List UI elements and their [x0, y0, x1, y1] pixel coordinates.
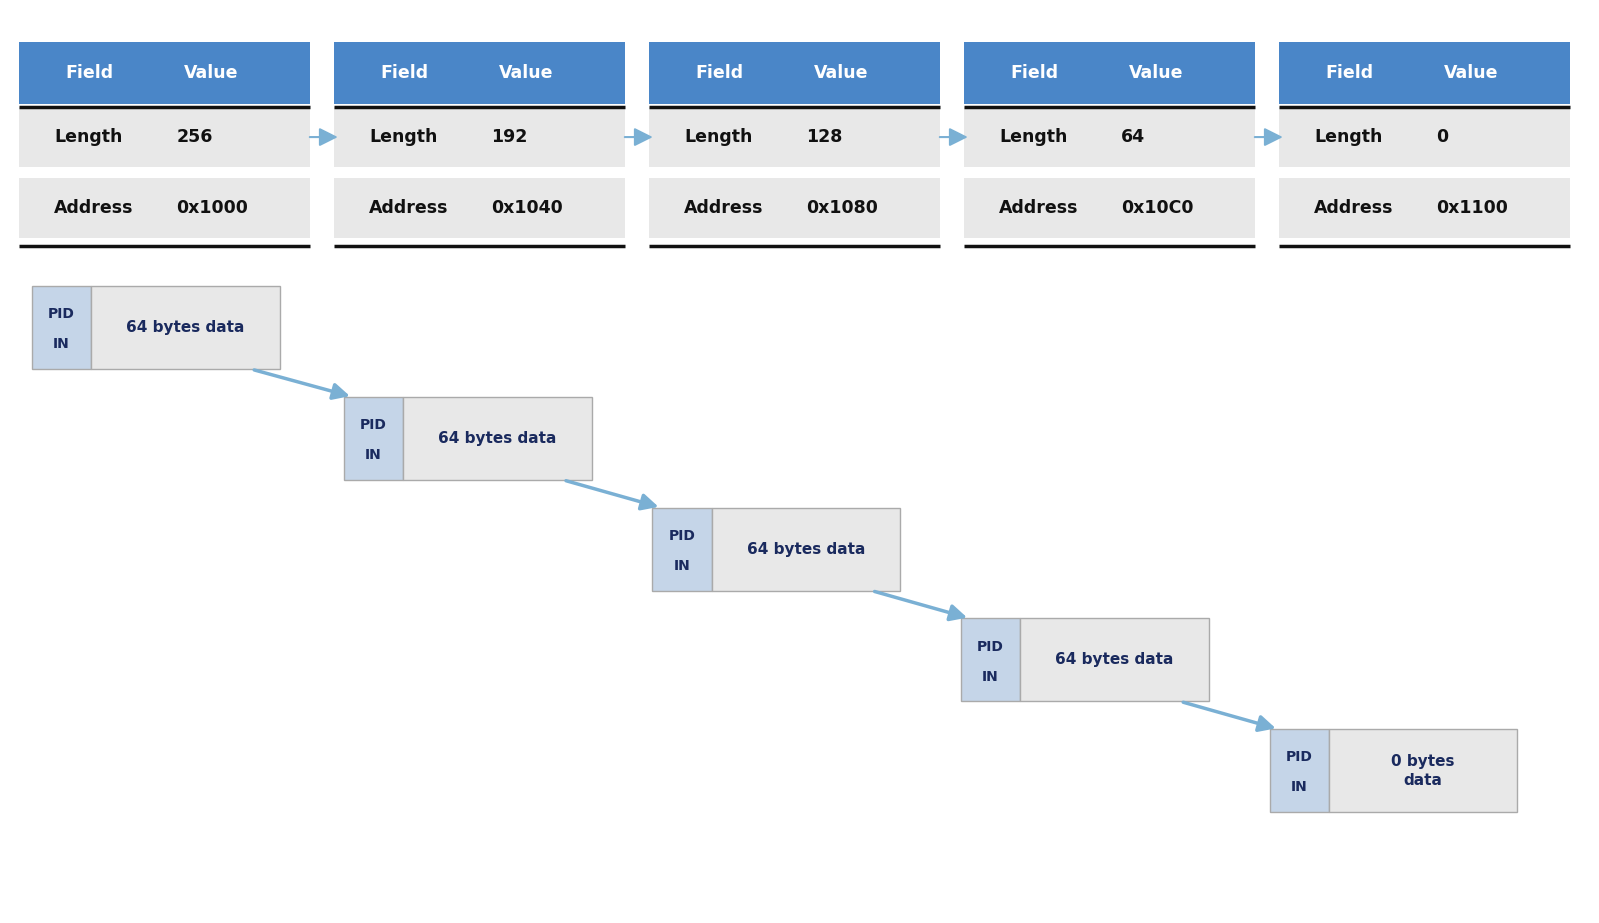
Bar [334, 107, 625, 167]
Text: PID: PID [1286, 750, 1313, 764]
Text: Field: Field [696, 64, 744, 82]
Bar [1279, 178, 1570, 238]
Bar [334, 42, 625, 104]
Text: PID: PID [360, 418, 387, 432]
Text: Address: Address [684, 199, 764, 217]
Text: 64 bytes data: 64 bytes data [438, 431, 556, 446]
Text: Value: Value [499, 64, 553, 82]
Text: Value: Value [1444, 64, 1498, 82]
Text: Value: Value [184, 64, 238, 82]
Text: PID: PID [668, 529, 696, 543]
Bar [964, 107, 1255, 167]
Bar [1020, 618, 1209, 701]
Text: Address: Address [369, 199, 449, 217]
Bar [334, 178, 625, 238]
Bar [344, 397, 403, 480]
Bar [1329, 729, 1517, 812]
Text: IN: IN [53, 337, 70, 352]
Text: Value: Value [1129, 64, 1183, 82]
Bar [649, 107, 940, 167]
Text: 64 bytes data: 64 bytes data [1055, 653, 1174, 667]
Bar [32, 286, 91, 369]
Text: Value: Value [814, 64, 868, 82]
Text: 192: 192 [491, 128, 528, 146]
Bar [19, 107, 310, 167]
Text: Address: Address [999, 199, 1079, 217]
Bar [19, 178, 310, 238]
Bar [91, 286, 280, 369]
Bar [961, 618, 1020, 701]
Text: IN: IN [673, 558, 691, 573]
Text: Address: Address [1314, 199, 1394, 217]
Bar [964, 178, 1255, 238]
Text: IN: IN [982, 669, 999, 684]
Bar [649, 42, 940, 104]
Text: Length: Length [369, 128, 438, 146]
Text: IN: IN [365, 448, 382, 462]
Text: 0x1080: 0x1080 [806, 199, 878, 217]
Text: 0: 0 [1436, 128, 1449, 146]
Text: Length: Length [684, 128, 753, 146]
Text: 0x1100: 0x1100 [1436, 199, 1508, 217]
Text: Field: Field [1011, 64, 1059, 82]
Text: IN: IN [1290, 780, 1308, 795]
Bar [1270, 729, 1329, 812]
Bar [1279, 42, 1570, 104]
Bar [712, 508, 900, 591]
Text: Length: Length [54, 128, 123, 146]
Text: 64 bytes data: 64 bytes data [747, 542, 865, 557]
Text: Length: Length [999, 128, 1068, 146]
Text: 64: 64 [1121, 128, 1145, 146]
Text: Field: Field [381, 64, 429, 82]
Bar [649, 178, 940, 238]
Bar [403, 397, 592, 480]
Bar [652, 508, 712, 591]
Text: Field: Field [1326, 64, 1374, 82]
Text: 0x1000: 0x1000 [176, 199, 248, 217]
Bar [19, 42, 310, 104]
Bar [1279, 107, 1570, 167]
Text: Address: Address [54, 199, 134, 217]
Text: 0x10C0: 0x10C0 [1121, 199, 1194, 217]
Text: 0 bytes
data: 0 bytes data [1391, 754, 1455, 787]
Text: PID: PID [48, 307, 75, 321]
Text: Length: Length [1314, 128, 1383, 146]
Text: 256: 256 [176, 128, 213, 146]
Text: 64 bytes data: 64 bytes data [126, 320, 245, 335]
Text: Field: Field [66, 64, 114, 82]
Text: 0x1040: 0x1040 [491, 199, 563, 217]
Bar [964, 42, 1255, 104]
Text: PID: PID [977, 640, 1004, 653]
Text: 128: 128 [806, 128, 843, 146]
